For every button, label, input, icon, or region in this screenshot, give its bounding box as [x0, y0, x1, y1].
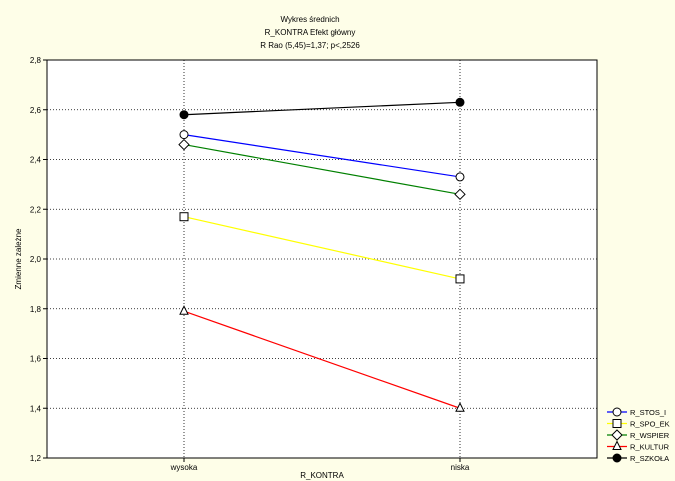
- series-line: [183, 310, 461, 409]
- data-point-marker: [455, 172, 465, 182]
- legend-item: R_WSPIER: [607, 429, 670, 441]
- y-axis-label: Zmienne zależne: [14, 228, 23, 289]
- y-tick-label: 2,0: [30, 255, 42, 264]
- legend-label: R_STOS_I: [630, 408, 666, 417]
- series-line: [183, 216, 461, 280]
- legend: R_STOS_I R_SPO_EK R_WSPIER R_KULTUR R_SZKOŁA: [607, 407, 670, 463]
- data-point-marker: [455, 97, 465, 107]
- y-tick-label: 2,6: [30, 106, 42, 115]
- y-tick-label: 2,2: [30, 205, 42, 214]
- legend-item: R_STOS_I: [607, 407, 666, 417]
- legend-label: R_KULTUR: [630, 443, 670, 452]
- data-point-marker: [612, 419, 622, 428]
- y-tick-label: 2,8: [30, 56, 42, 65]
- series-line: [183, 134, 461, 178]
- y-tick-label: 1,6: [30, 355, 42, 364]
- y-axis: 1,2 1,4 1,6 1,8 2,0 2,2 2,4 2,6 2,8: [30, 56, 47, 463]
- data-point-marker: [612, 407, 622, 417]
- series-r_szkoła: [179, 97, 465, 120]
- data-point-marker: [179, 305, 189, 315]
- x-axis: wysoka niska: [170, 458, 470, 472]
- series-r_kultur: [179, 305, 465, 412]
- data-point-marker: [179, 212, 189, 222]
- x-axis-label: R_KONTRA: [300, 471, 344, 480]
- series-r_spo_ek: [179, 212, 465, 284]
- data-point-marker: [455, 274, 465, 284]
- y-tick-label: 1,8: [30, 305, 42, 314]
- data-point-marker: [178, 138, 190, 151]
- legend-label: R_WSPIER: [630, 431, 670, 440]
- series-r_stos_i: [179, 130, 465, 182]
- data-point-marker: [179, 130, 189, 140]
- legend-item: R_SZKOŁA: [607, 453, 669, 463]
- y-tick-label: 1,4: [30, 404, 42, 413]
- data-point-marker: [612, 440, 622, 450]
- legend-item: R_KULTUR: [607, 440, 670, 452]
- chart-title: Wykres średnich: [280, 15, 339, 24]
- series-line: [183, 101, 461, 116]
- plot-area: [46, 59, 598, 459]
- legend-label: R_SZKOŁA: [630, 454, 669, 463]
- series-line: [183, 143, 461, 195]
- series-layer: [178, 97, 466, 412]
- data-point-marker: [611, 429, 623, 441]
- legend-label: R_SPO_EK: [630, 420, 670, 429]
- gridlines: [47, 60, 597, 458]
- series-r_wspier: [178, 138, 466, 201]
- chart-subtitle: R_KONTRA Efekt główny: [265, 28, 356, 37]
- y-tick-label: 2,4: [30, 156, 42, 165]
- chart-test-statistic: R Rao (5,45)=1,37; p<,2526: [260, 41, 360, 50]
- x-tick-label: niska: [451, 463, 470, 472]
- data-point-marker: [454, 188, 466, 201]
- legend-item: R_SPO_EK: [607, 419, 670, 429]
- data-point-marker: [612, 453, 622, 463]
- x-tick-label: wysoka: [170, 463, 198, 472]
- data-point-marker: [179, 110, 189, 120]
- y-tick-label: 1,2: [30, 454, 42, 463]
- data-point-marker: [455, 402, 465, 412]
